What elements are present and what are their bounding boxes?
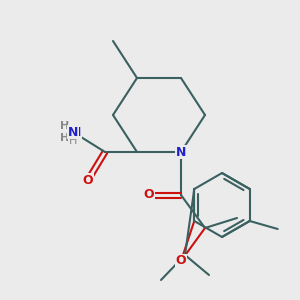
- Text: H: H: [60, 133, 69, 143]
- Text: N: N: [68, 125, 78, 139]
- Text: H: H: [69, 125, 77, 135]
- Text: H: H: [69, 136, 77, 146]
- Text: O: O: [83, 173, 93, 187]
- Text: O: O: [176, 254, 186, 268]
- Text: N: N: [71, 125, 81, 139]
- Text: N: N: [176, 146, 186, 158]
- Text: O: O: [144, 188, 154, 202]
- Text: H: H: [60, 121, 69, 131]
